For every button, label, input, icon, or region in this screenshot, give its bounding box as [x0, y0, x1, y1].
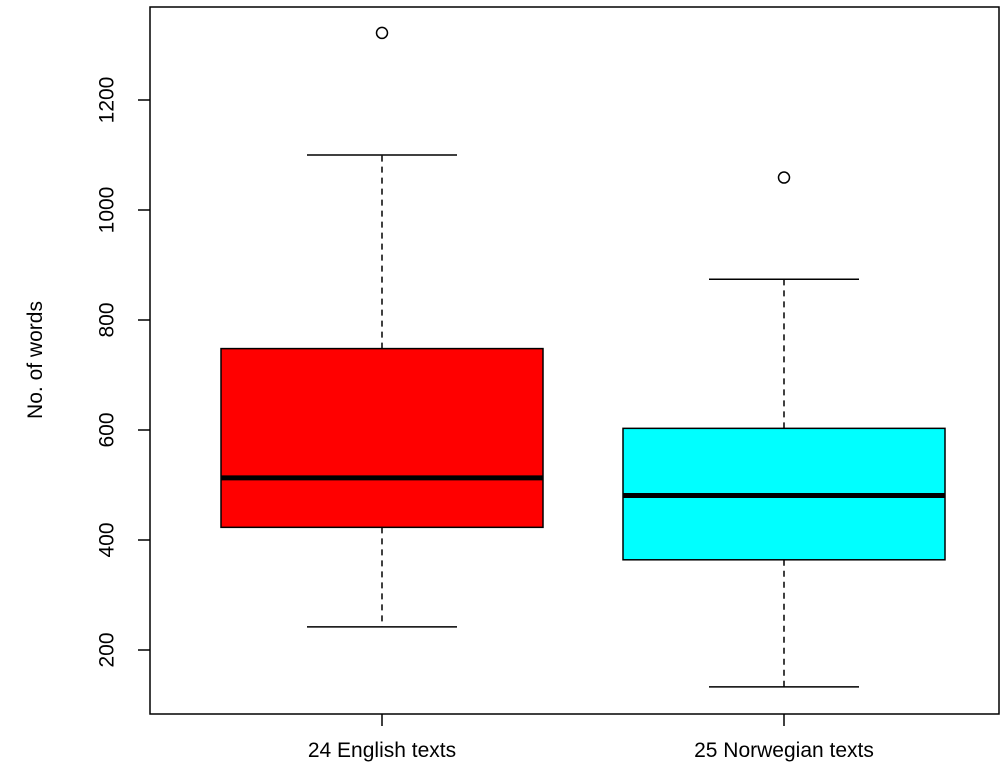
box-2	[622, 171, 946, 688]
x-tick-label: 24 English texts	[308, 739, 456, 762]
y-axis: 200 400 600 800 1000 1200	[96, 77, 150, 668]
x-tick-label: 25 Norwegian texts	[694, 739, 874, 762]
outlier-point	[375, 26, 389, 40]
y-tick-label: 600	[96, 412, 119, 447]
y-tick-label: 800	[96, 302, 119, 337]
y-tick-label: 1000	[96, 187, 119, 234]
x-axis: 24 English texts 25 Norwegian texts	[308, 714, 874, 762]
iqr-box	[220, 347, 544, 529]
y-tick-label: 200	[96, 632, 119, 667]
plot-frame	[149, 6, 1000, 715]
box-1	[220, 26, 544, 628]
y-tick-label: 1200	[96, 77, 119, 124]
y-tick-label: 400	[96, 522, 119, 557]
boxes-group	[220, 26, 946, 688]
outlier-point	[777, 171, 791, 184]
y-axis-title: No. of words	[24, 301, 47, 419]
